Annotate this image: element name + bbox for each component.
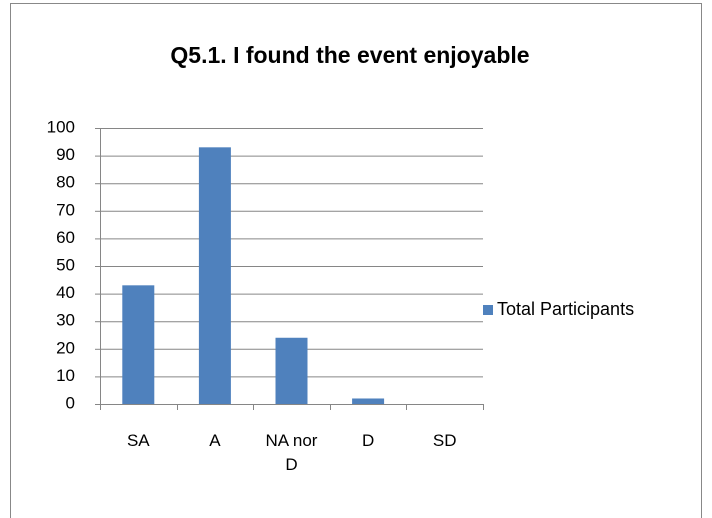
y-tick-label: 90 <box>56 145 75 164</box>
x-tick-label: SA <box>126 431 150 450</box>
y-tick-label: 50 <box>56 255 75 274</box>
x-tick-label: SD <box>432 431 457 450</box>
y-tick-label: 30 <box>56 311 75 330</box>
y-tick-label: 60 <box>56 228 75 247</box>
bar <box>122 285 155 404</box>
legend-label: Total Participants <box>497 299 634 319</box>
chart-title: Q5.1. I found the event enjoyable <box>170 42 529 68</box>
y-tick-label: 10 <box>56 366 75 385</box>
y-tick-label: 100 <box>47 117 75 136</box>
x-tick-label: D <box>361 431 375 450</box>
y-tick-label: 70 <box>56 200 75 219</box>
x-tick-label: NA nor D <box>265 431 318 474</box>
legend-swatch <box>483 305 493 315</box>
y-tick-label: 40 <box>56 283 75 302</box>
y-tick-label: 20 <box>56 338 75 357</box>
bar <box>275 337 308 404</box>
bar <box>198 147 231 404</box>
bar <box>352 398 385 404</box>
y-tick-label: 0 <box>66 393 75 412</box>
y-tick-label: 80 <box>56 173 75 192</box>
chart-border <box>10 3 702 518</box>
x-tick-label: A <box>209 431 221 450</box>
